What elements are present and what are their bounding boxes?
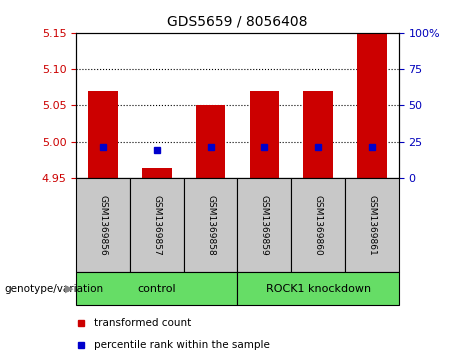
Bar [237, 178, 291, 272]
Bar [196, 105, 225, 178]
Bar [249, 91, 279, 178]
Text: ▶: ▶ [65, 284, 73, 294]
Text: GSM1369857: GSM1369857 [152, 195, 161, 256]
Bar [303, 91, 333, 178]
Text: percentile rank within the sample: percentile rank within the sample [94, 340, 270, 350]
Bar [237, 272, 399, 305]
Text: GSM1369861: GSM1369861 [367, 195, 376, 256]
Text: genotype/variation: genotype/variation [5, 284, 104, 294]
Text: control: control [137, 284, 176, 294]
Text: ROCK1 knockdown: ROCK1 knockdown [266, 284, 371, 294]
Bar [76, 272, 237, 305]
Bar [88, 91, 118, 178]
Bar [357, 33, 387, 178]
Title: GDS5659 / 8056408: GDS5659 / 8056408 [167, 15, 307, 29]
Bar [291, 178, 345, 272]
Text: GSM1369856: GSM1369856 [99, 195, 107, 256]
Bar [130, 178, 183, 272]
Text: GSM1369860: GSM1369860 [313, 195, 323, 256]
Bar [183, 178, 237, 272]
Text: GSM1369858: GSM1369858 [206, 195, 215, 256]
Text: GSM1369859: GSM1369859 [260, 195, 269, 256]
Bar [345, 178, 399, 272]
Bar [142, 168, 171, 178]
Bar [76, 178, 130, 272]
Text: transformed count: transformed count [94, 318, 191, 328]
